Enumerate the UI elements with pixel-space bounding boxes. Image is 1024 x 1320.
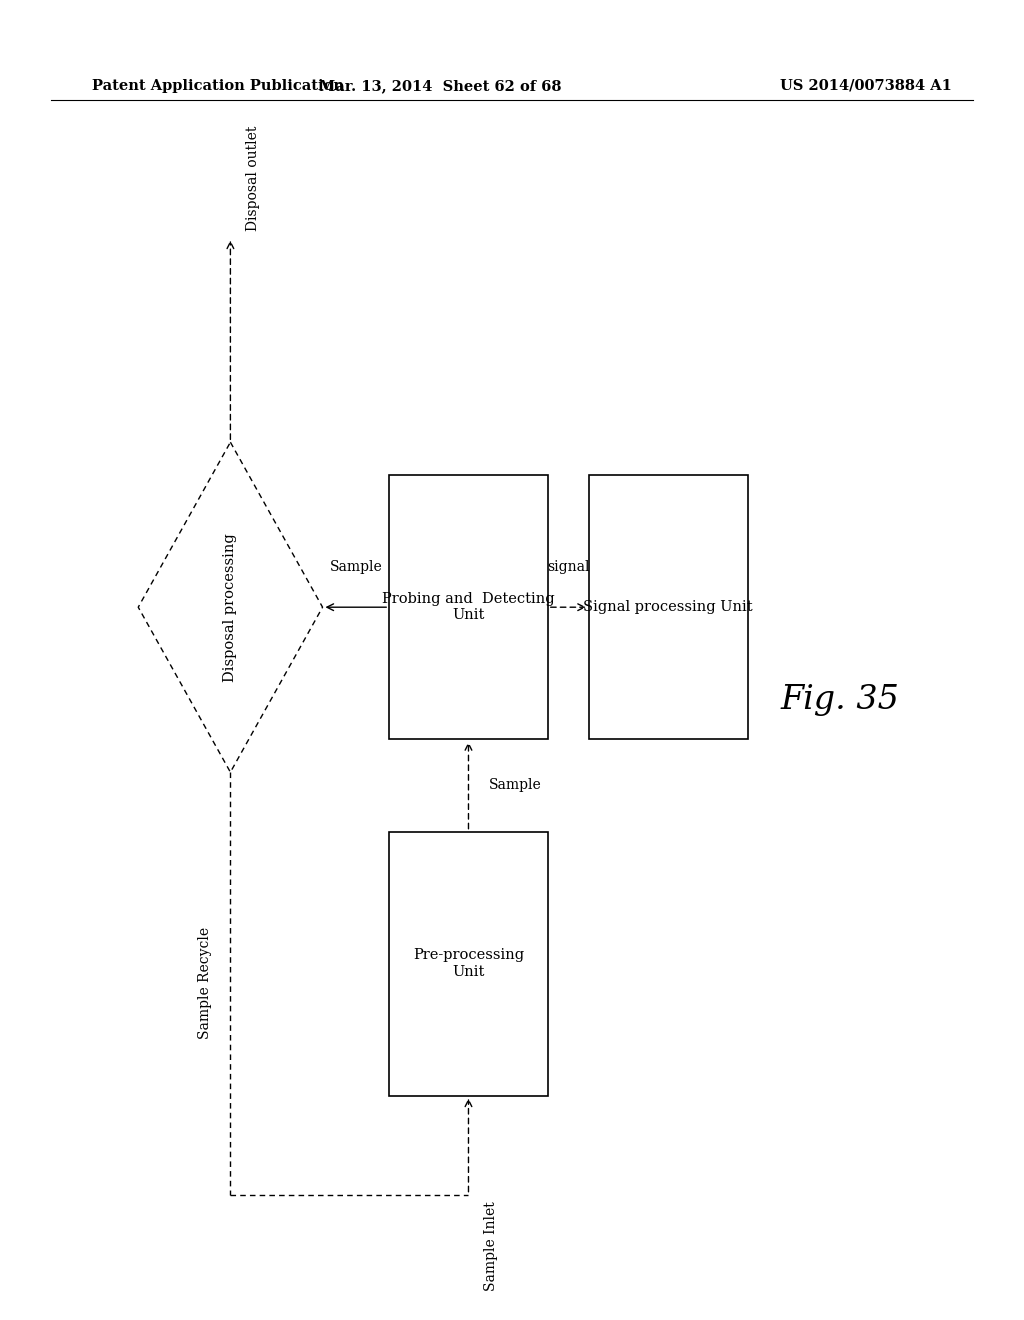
FancyBboxPatch shape <box>389 475 548 739</box>
Text: US 2014/0073884 A1: US 2014/0073884 A1 <box>780 79 952 92</box>
Text: Mar. 13, 2014  Sheet 62 of 68: Mar. 13, 2014 Sheet 62 of 68 <box>319 79 561 92</box>
Text: Probing and  Detecting
Unit: Probing and Detecting Unit <box>382 593 555 622</box>
Text: Sample Recycle: Sample Recycle <box>198 928 212 1039</box>
FancyBboxPatch shape <box>389 832 548 1096</box>
Text: Disposal processing: Disposal processing <box>223 533 238 681</box>
Text: Sample: Sample <box>489 779 542 792</box>
Text: Disposal outlet: Disposal outlet <box>246 125 260 231</box>
Text: Patent Application Publication: Patent Application Publication <box>92 79 344 92</box>
Text: Signal processing Unit: Signal processing Unit <box>584 601 753 614</box>
Text: signal: signal <box>547 560 590 574</box>
FancyBboxPatch shape <box>589 475 748 739</box>
Text: Pre-processing
Unit: Pre-processing Unit <box>413 949 524 978</box>
Text: Sample Inlet: Sample Inlet <box>484 1201 498 1291</box>
Text: Fig. 35: Fig. 35 <box>780 684 899 715</box>
Text: Sample: Sample <box>330 560 382 574</box>
